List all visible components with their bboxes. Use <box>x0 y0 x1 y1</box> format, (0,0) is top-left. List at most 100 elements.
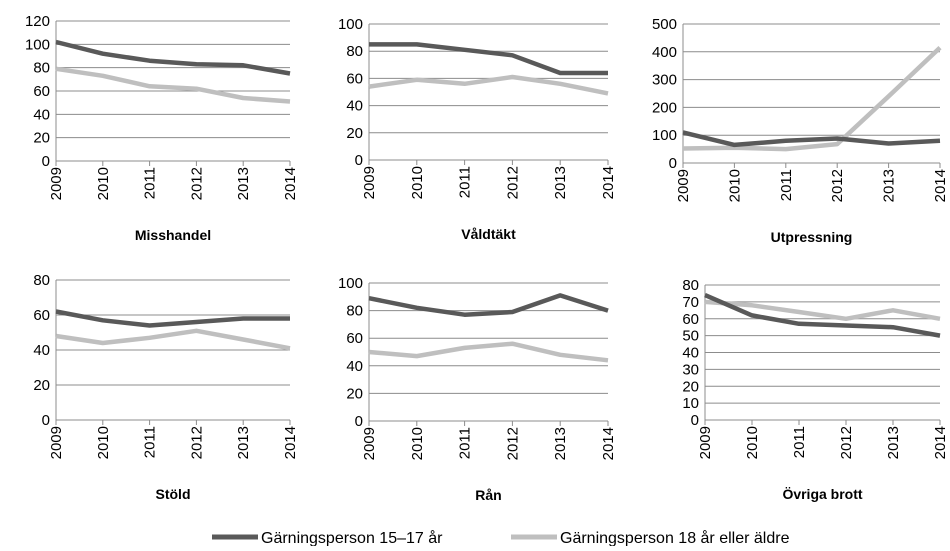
series-line-light <box>55 66 291 104</box>
chart-title: Stöld <box>156 486 191 502</box>
y-tick-label: 40 <box>33 342 50 359</box>
series-line-dark <box>704 293 941 338</box>
x-tick-label: 2012 <box>504 427 521 460</box>
y-tick-label: 10 <box>682 395 699 412</box>
x-tick-label: 2013 <box>885 426 902 459</box>
series-line-light <box>368 74 609 96</box>
y-tick-label: 0 <box>691 412 699 429</box>
x-tick-label: 2010 <box>95 167 112 200</box>
y-tick-label: 400 <box>652 44 677 61</box>
x-tick-label: 2012 <box>504 166 521 199</box>
x-tick-label: 2011 <box>778 169 795 201</box>
panel-stold: 0 20 40 60 80 2009 2010 2011 2012 2013 2014 Stöld <box>33 272 299 502</box>
y-tick-label: 100 <box>652 127 677 144</box>
x-tick-label: 2012 <box>188 426 205 459</box>
chart-title: Rån <box>475 487 501 503</box>
x-tick-label: 2013 <box>552 166 569 199</box>
x-tick-label: 2011 <box>142 167 159 199</box>
series-line-dark <box>55 39 291 76</box>
y-tick-label: 120 <box>25 13 50 30</box>
series-line-light <box>55 328 291 351</box>
y-tick-label: 100 <box>338 16 363 33</box>
chart-title: Utpressning <box>771 229 853 245</box>
y-tick-label: 60 <box>346 70 363 87</box>
x-tick-label: 2009 <box>48 426 65 459</box>
y-tick-label: 40 <box>33 106 50 123</box>
y-tick-label: 20 <box>346 125 363 142</box>
x-tick-label: 2014 <box>932 426 949 459</box>
y-tick-label: 0 <box>669 155 677 172</box>
x-tick-label: 2009 <box>361 166 378 199</box>
y-tick-label: 80 <box>33 272 50 289</box>
y-tick-label: 60 <box>33 307 50 324</box>
y-tick-label: 80 <box>346 43 363 60</box>
x-tick-label: 2014 <box>282 167 299 200</box>
series-line-dark <box>682 130 941 148</box>
y-tick-label: 20 <box>33 130 50 147</box>
y-tick-label: 60 <box>682 311 699 328</box>
chart-title: Våldtäkt <box>461 226 516 242</box>
y-tick-label: 50 <box>682 328 699 345</box>
series-line-light <box>682 45 942 152</box>
x-tick-label: 2009 <box>697 426 714 459</box>
x-tick-label: 2009 <box>361 427 378 460</box>
series-line-dark <box>55 309 290 328</box>
x-tick-label: 2013 <box>552 427 569 460</box>
y-tick-label: 100 <box>338 275 363 292</box>
x-tick-label: 2013 <box>235 426 252 459</box>
panel-utpressning: 0 100 200 300 400 500 2009 2010 2011 2012 2013 2014… <box>652 16 949 245</box>
x-tick-label: 2014 <box>600 166 617 199</box>
x-tick-label: 2009 <box>48 167 65 200</box>
x-tick-label: 2010 <box>409 166 426 199</box>
x-tick-label: 2014 <box>600 427 617 460</box>
series-line-dark <box>369 42 608 76</box>
x-tick-label: 2013 <box>881 169 898 202</box>
y-tick-label: 0 <box>42 412 50 429</box>
x-tick-label: 2010 <box>95 426 112 459</box>
x-tick-label: 2012 <box>829 169 846 202</box>
x-tick-label: 2011 <box>457 427 474 459</box>
y-tick-label: 500 <box>652 16 677 33</box>
chart-title: Övriga brott <box>782 486 862 502</box>
x-tick-label: 2011 <box>457 166 474 198</box>
x-tick-label: 2010 <box>726 169 743 202</box>
x-tick-label: 2014 <box>282 426 299 459</box>
y-tick-label: 70 <box>682 294 699 311</box>
panel-misshandel: 0 20 40 60 80 100 120 2009 2010 2011 2012 2013 2014 M… <box>25 13 299 243</box>
y-tick-label: 60 <box>346 330 363 347</box>
y-tick-label: 20 <box>346 385 363 402</box>
y-tick-label: 20 <box>682 378 699 395</box>
x-tick-label: 2010 <box>409 427 426 460</box>
panel-ran: 0 20 40 60 80 100 2009 2010 2011 2012 2013 2014 Rån <box>338 275 617 503</box>
x-tick-label: 2010 <box>744 426 761 459</box>
y-tick-label: 40 <box>346 358 363 375</box>
panel-valdtakt: 0 20 40 60 80 100 2009 2010 2011 2012 2013 2014 Våld… <box>338 16 617 242</box>
y-tick-label: 40 <box>346 98 363 115</box>
x-tick-label: 2009 <box>675 169 692 202</box>
y-tick-label: 30 <box>682 361 699 378</box>
y-tick-label: 100 <box>25 36 50 53</box>
y-tick-label: 0 <box>355 152 363 169</box>
x-tick-label: 2011 <box>791 426 808 458</box>
y-tick-label: 80 <box>33 60 50 77</box>
x-tick-label: 2011 <box>142 426 159 458</box>
chart-title: Misshandel <box>135 227 211 243</box>
x-tick-label: 2013 <box>235 167 252 200</box>
x-tick-label: 2012 <box>188 167 205 200</box>
y-tick-label: 80 <box>682 277 699 294</box>
series-line-light <box>704 299 941 322</box>
series-line-light <box>368 341 609 363</box>
y-tick-label: 40 <box>682 345 699 362</box>
x-tick-label: 2012 <box>838 426 855 459</box>
series-line-dark <box>368 293 609 317</box>
y-tick-label: 300 <box>652 72 677 89</box>
y-tick-label: 0 <box>42 153 50 170</box>
x-tick-label: 2014 <box>932 169 949 202</box>
y-tick-label: 20 <box>33 377 50 394</box>
y-tick-label: 80 <box>346 303 363 320</box>
y-tick-label: 200 <box>652 99 677 116</box>
y-tick-label: 0 <box>355 413 363 430</box>
